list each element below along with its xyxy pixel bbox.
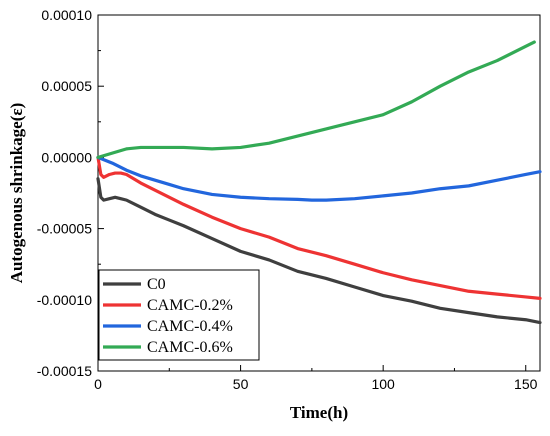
x-tick-label: 0 — [94, 376, 102, 392]
series-layer — [96, 40, 542, 325]
series-line-1 — [96, 155, 542, 300]
legend-label: CAMC-0.6% — [147, 339, 233, 356]
legend-label: CAMC-0.2% — [147, 297, 233, 314]
y-axis-title: Autogenous shrinkage(ε) — [7, 103, 26, 284]
series-line-2 — [96, 155, 542, 202]
y-tick-label: 0.00010 — [41, 7, 92, 23]
series-line-0 — [96, 177, 542, 325]
legend-label: C0 — [147, 276, 166, 293]
y-tick-label: 0.00000 — [41, 149, 92, 165]
legend: C0 CAMC-0.2% CAMC-0.4% CAMC-0.6% — [98, 269, 260, 361]
y-tick-label: 0.00005 — [41, 78, 92, 94]
x-tick-label: 100 — [371, 376, 395, 392]
x-tick-label: 50 — [233, 376, 249, 392]
y-tick-label: -0.00005 — [37, 221, 92, 237]
y-tick-label: -0.00010 — [37, 292, 92, 308]
x-axis-title: Time(h) — [290, 403, 348, 422]
x-tick-label: 150 — [514, 376, 538, 392]
y-tick-label: -0.00015 — [37, 363, 92, 379]
series-line-3 — [96, 40, 536, 159]
legend-label: CAMC-0.4% — [147, 318, 233, 335]
